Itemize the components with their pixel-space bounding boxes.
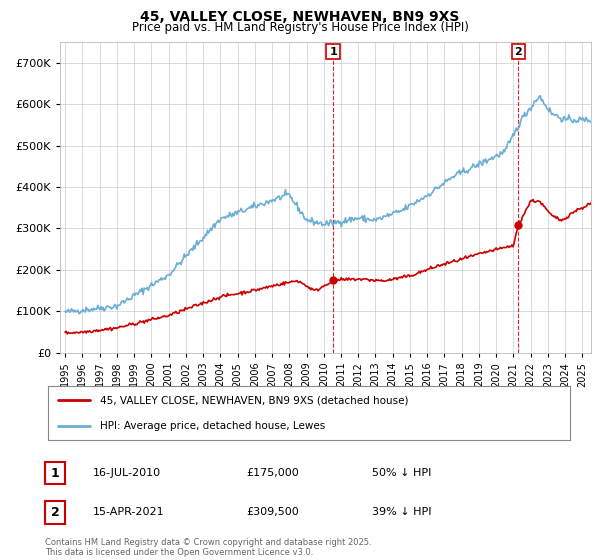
Text: 50% ↓ HPI: 50% ↓ HPI (372, 468, 431, 478)
Text: 45, VALLEY CLOSE, NEWHAVEN, BN9 9XS (detached house): 45, VALLEY CLOSE, NEWHAVEN, BN9 9XS (det… (100, 395, 409, 405)
Text: Contains HM Land Registry data © Crown copyright and database right 2025.
This d: Contains HM Land Registry data © Crown c… (45, 538, 371, 557)
Text: 1: 1 (329, 46, 337, 57)
Text: 15-APR-2021: 15-APR-2021 (93, 507, 164, 517)
Text: 1: 1 (50, 466, 59, 480)
Text: Price paid vs. HM Land Registry's House Price Index (HPI): Price paid vs. HM Land Registry's House … (131, 21, 469, 34)
Text: 2: 2 (50, 506, 59, 519)
Text: £175,000: £175,000 (246, 468, 299, 478)
Text: 45, VALLEY CLOSE, NEWHAVEN, BN9 9XS: 45, VALLEY CLOSE, NEWHAVEN, BN9 9XS (140, 10, 460, 24)
Text: HPI: Average price, detached house, Lewes: HPI: Average price, detached house, Lewe… (100, 421, 325, 431)
Text: 16-JUL-2010: 16-JUL-2010 (93, 468, 161, 478)
Text: £309,500: £309,500 (246, 507, 299, 517)
Text: 2: 2 (515, 46, 522, 57)
Text: 39% ↓ HPI: 39% ↓ HPI (372, 507, 431, 517)
